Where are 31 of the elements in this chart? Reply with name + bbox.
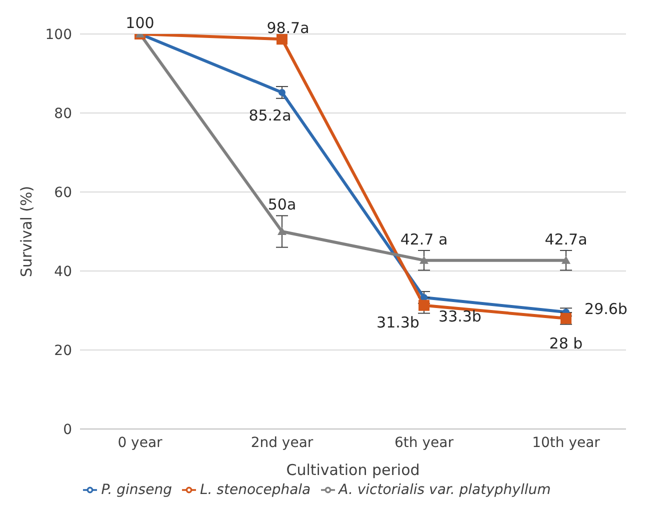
data-label: 100 bbox=[126, 14, 154, 32]
data-label: 42.7a bbox=[544, 230, 588, 248]
y-tick-label: 0 bbox=[63, 422, 72, 438]
point bbox=[276, 34, 288, 45]
data-label: 31.3b bbox=[376, 313, 420, 332]
x-axis-title: Cultivation period bbox=[286, 461, 420, 479]
y-tick-label: 100 bbox=[45, 26, 72, 43]
y-tick-label: 40 bbox=[54, 264, 72, 280]
point bbox=[278, 88, 286, 96]
data-label: 33.3b bbox=[438, 307, 482, 326]
legend-label: P. ginseng bbox=[101, 482, 172, 498]
point bbox=[562, 256, 570, 264]
data-label: 98.7a bbox=[266, 19, 310, 38]
data-label: 29.6b bbox=[584, 300, 628, 318]
x-tick-label: 6th year bbox=[394, 434, 454, 451]
y-tick-label: 80 bbox=[54, 106, 72, 122]
data-label: 85.2a bbox=[248, 106, 292, 124]
y-tick-label: 20 bbox=[54, 342, 72, 359]
point bbox=[418, 300, 430, 311]
y-tick-label: 60 bbox=[54, 184, 72, 201]
point bbox=[278, 227, 286, 235]
data-label: 42.7 a bbox=[400, 230, 448, 248]
data-label: 50a bbox=[268, 196, 296, 214]
data-label: 28 b bbox=[549, 334, 583, 352]
legend-label: A. victorialis var. platyphyllum bbox=[338, 482, 551, 498]
x-tick-label: 0 year bbox=[118, 434, 163, 451]
legend-label: L. stenocephala bbox=[200, 482, 311, 498]
point bbox=[420, 256, 428, 264]
x-tick-label: 10th year bbox=[532, 434, 600, 451]
y-axis-title: Survival (%) bbox=[17, 186, 36, 278]
x-tick-label: 2nd year bbox=[250, 434, 314, 451]
